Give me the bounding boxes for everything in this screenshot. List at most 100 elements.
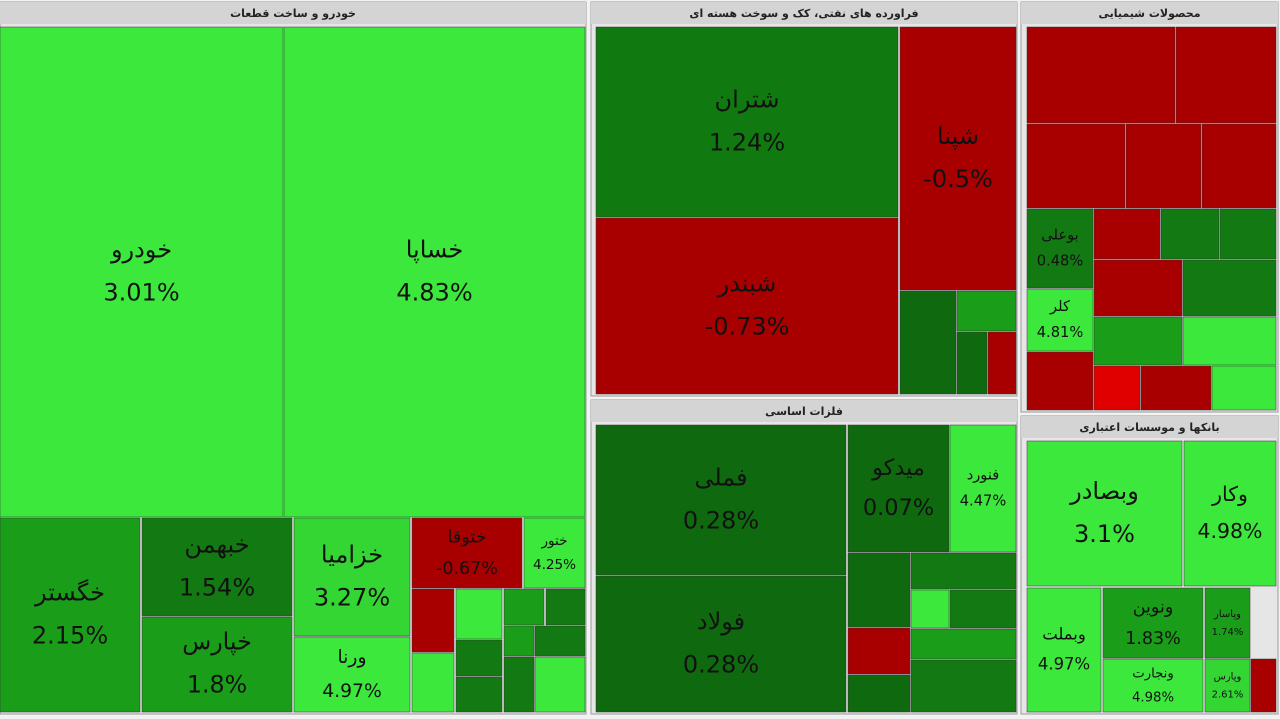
tile: میدکو 0.07% — [847, 424, 950, 553]
tile-rect — [0, 26, 284, 518]
tile-name: میدکو — [871, 455, 925, 481]
tile: ختوقا -0.67% — [411, 517, 523, 589]
tile: شپنا -0.5% — [899, 26, 1017, 291]
filler-tiles — [411, 26, 1277, 713]
tile: خگستر 2.15% — [0, 517, 141, 713]
sector-title: خودرو و ساخت قطعات — [230, 7, 356, 20]
tile-rect — [1026, 587, 1102, 713]
tile-name: خگستر — [34, 578, 105, 606]
tile-name: کلر — [1049, 298, 1070, 315]
tile-rect — [847, 424, 950, 553]
tile-name: وبملت — [1042, 625, 1086, 645]
tile-value: 1.74% — [1212, 627, 1244, 638]
tile-value: 1.8% — [187, 670, 247, 698]
tile-name: فملی — [694, 463, 747, 491]
tile-value: 0.28% — [683, 507, 759, 535]
tile-value: 3.01% — [103, 279, 179, 307]
sector-title: فلزات اساسی — [765, 405, 843, 418]
tile-rect — [411, 517, 523, 589]
tile: خساپا 4.83% — [283, 26, 586, 518]
tile-rect — [1026, 288, 1094, 352]
tile-rect — [1183, 440, 1277, 587]
tile-rect — [141, 616, 293, 713]
tile-value: 1.83% — [1125, 629, 1181, 649]
sector-title: محصولات شیمیایی — [1098, 7, 1200, 20]
tile-name: ختور — [540, 533, 567, 549]
tile-name: بوعلی — [1041, 226, 1078, 243]
tile: کلر 4.81% — [1026, 288, 1094, 352]
sector-header — [591, 2, 1017, 24]
tile-name: شپنا — [937, 122, 979, 150]
tile-name: شتران — [715, 85, 780, 113]
tile-rect — [0, 517, 141, 713]
tile: خزامیا 3.27% — [293, 517, 411, 637]
tile-value: 1.54% — [179, 574, 255, 602]
tile: ونوین 1.83% — [1102, 587, 1204, 659]
tile-rect — [1102, 658, 1204, 713]
tile-value: -0.73% — [705, 313, 790, 341]
tile-rect — [1026, 208, 1094, 289]
tile-name: وکار — [1211, 482, 1248, 506]
sector-header — [1021, 416, 1278, 438]
tile-value: 3.1% — [1074, 520, 1135, 548]
tile-value: -0.5% — [923, 165, 993, 193]
tile-name: شبندر — [717, 269, 777, 297]
tile-name: خزامیا — [321, 540, 383, 568]
tile-value: 2.61% — [1212, 690, 1244, 701]
tile-name: ونوین — [1133, 597, 1174, 617]
tile: ونجارت 4.98% — [1102, 658, 1204, 713]
tile: بوعلی 0.48% — [1026, 208, 1094, 289]
tile-rect — [283, 26, 586, 518]
tile-value: 2.15% — [32, 622, 108, 650]
tile-name: وبصادر — [1069, 477, 1139, 505]
tile-value: 4.47% — [960, 493, 1007, 510]
tile: شبندر -0.73% — [595, 217, 899, 395]
tile: ورنا 4.97% — [293, 636, 411, 713]
tile-value: 0.48% — [1037, 253, 1084, 270]
tile-name: خپارس — [182, 628, 252, 656]
tile: وپاسار 1.74% — [1204, 587, 1251, 659]
tile-value: -0.67% — [436, 559, 498, 579]
sector-header — [1021, 2, 1278, 24]
tile-rect — [1102, 587, 1204, 659]
tile: فملی 0.28% — [595, 424, 847, 576]
tile-rect — [899, 26, 1017, 291]
tile-name: ورنا — [337, 647, 366, 668]
tile-value: 1.24% — [709, 129, 785, 157]
tile: وبملت 4.97% — [1026, 587, 1102, 713]
tile-value: 0.07% — [863, 495, 934, 521]
tile-rect — [293, 517, 411, 637]
tile: وکار 4.98% — [1183, 440, 1277, 587]
tile-name: ختوقا — [448, 527, 487, 547]
tile-name: وپاسار — [1213, 609, 1241, 620]
sector-title: بانکها و موسسات اعتباری — [1079, 421, 1219, 434]
tile-rect — [595, 575, 847, 713]
tile: خپارس 1.8% — [141, 616, 293, 713]
tile-rect — [595, 26, 899, 218]
sector-header — [591, 400, 1017, 422]
tile: فولاد 0.28% — [595, 575, 847, 713]
tile-rect — [141, 517, 293, 617]
tile-rect — [1026, 440, 1183, 587]
tile-value: 4.98% — [1132, 690, 1174, 705]
tile: وبصادر 3.1% — [1026, 440, 1183, 587]
tile: شتران 1.24% — [595, 26, 899, 218]
tile: فنورد 4.47% — [949, 424, 1017, 553]
tile: وپارس 2.61% — [1204, 658, 1251, 713]
tile-value: 4.98% — [1198, 519, 1263, 543]
tile-name: فنورد — [967, 466, 1000, 483]
tile-value: 4.97% — [322, 681, 382, 702]
tile-name: خودرو — [110, 235, 172, 263]
tile-name: خبهمن — [184, 530, 249, 558]
tile-rect — [1204, 587, 1251, 659]
tile: خودرو 3.01% — [0, 26, 284, 518]
tile-value: 4.25% — [533, 557, 576, 573]
tile-value: 4.81% — [1037, 324, 1084, 341]
tile-name: فولاد — [697, 607, 745, 635]
tile-value: 3.27% — [314, 584, 390, 612]
tile-rect — [1204, 658, 1251, 713]
tile-value: 0.28% — [683, 651, 759, 679]
tile-rect — [595, 217, 899, 395]
tile-name: ونجارت — [1132, 667, 1174, 682]
